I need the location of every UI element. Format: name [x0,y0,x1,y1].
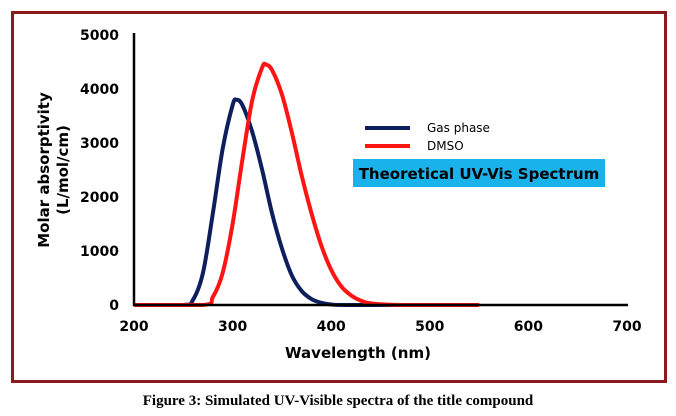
x-tick-label: 700 [612,319,641,335]
x-tick-label: 600 [514,319,543,335]
x-axis-label: Wavelength (nm) [285,344,431,362]
x-tick-label: 300 [218,319,247,335]
series-line-dmso [134,61,480,308]
y-tick-label: 2000 [80,190,119,206]
y-tick-label: 1000 [80,244,119,260]
y-tick-label: 5000 [80,28,119,44]
uv-vis-chart: 200 300 400 500 600 700010002000300040005000 … [35,28,642,362]
x-tick-label: 500 [415,319,444,335]
y-tick-label: 4000 [80,82,119,98]
legend-label-dmso: DMSO [427,139,464,153]
legend-label-gas-phase: Gas phase [427,121,490,135]
y-axis-label-line2: (L/mol/cm) [54,125,72,215]
title-box [353,159,605,187]
chart-title: Theoretical UV-Vis Spectrum [359,165,600,183]
series-line-gas-phase [134,97,480,308]
figure-frame [11,11,667,383]
y-tick-label: 0 [109,298,119,314]
y-tick-label: 3000 [80,136,119,152]
y-axis-label-line1: Molar absorptivity [35,92,53,248]
figure-caption: Figure 3: Simulated UV-Visible spectra o… [142,393,534,409]
x-tick-label: 400 [317,319,346,335]
x-tick-label: 200 [119,319,148,335]
